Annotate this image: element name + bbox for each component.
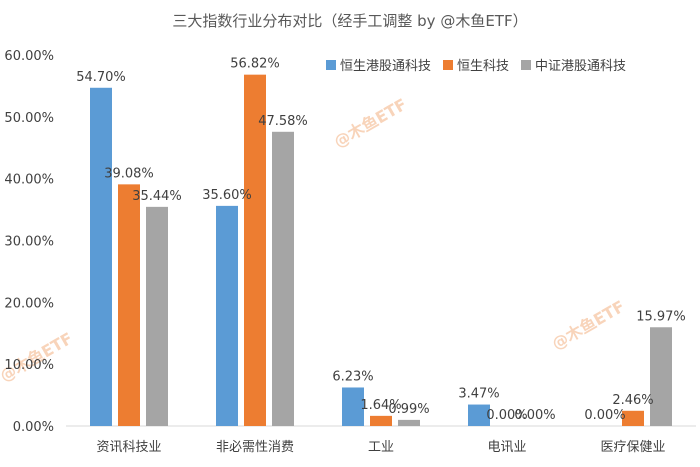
data-label: 0.00% [514, 408, 555, 423]
y-tick-label: 10.00% [4, 358, 54, 373]
y-axis: 0.00% 10.00% 20.00% 30.00% 40.00% 50.00% 60.00… [4, 49, 54, 435]
data-label: 3.47% [458, 387, 499, 402]
bar [342, 387, 364, 426]
x-category-label: 资讯科技业 [96, 440, 161, 455]
watermark-text: @木鱼ETF [0, 329, 76, 386]
bar [146, 206, 168, 426]
legend-label: 恒生港股通科技 [340, 59, 431, 74]
data-label: 0.99% [388, 402, 429, 417]
data-label: 2.46% [612, 393, 653, 408]
data-label: 54.70% [76, 70, 126, 85]
bar [622, 410, 644, 426]
data-label: 56.82% [230, 57, 280, 72]
legend-swatch [326, 60, 336, 70]
legend-swatch [443, 60, 453, 70]
data-label: 39.08% [104, 166, 154, 181]
legend-swatch [521, 60, 531, 70]
x-category-label: 非必需性消费 [216, 440, 294, 455]
bar [370, 415, 392, 426]
bar [118, 184, 140, 426]
data-label: 35.60% [202, 188, 252, 203]
y-tick-label: 60.00% [4, 49, 54, 64]
bar [398, 419, 420, 426]
x-category-label: 医疗保健业 [600, 440, 665, 455]
bar [216, 205, 238, 426]
data-label: 47.58% [258, 114, 308, 129]
legend-label: 恒生科技 [457, 59, 509, 74]
y-tick-label: 50.00% [4, 111, 54, 126]
y-tick-label: 30.00% [4, 235, 54, 250]
data-label: 15.97% [636, 309, 686, 324]
legend: 恒生港股通科技 恒生科技 中证港股通科技 [326, 59, 626, 74]
bar [468, 404, 490, 426]
data-label: 0.00% [486, 408, 527, 423]
x-category-label: 工业 [368, 440, 394, 455]
bar [650, 327, 672, 426]
bar [272, 131, 294, 426]
x-category-label: 电讯业 [487, 440, 526, 455]
y-tick-label: 40.00% [4, 173, 54, 188]
legend-label: 中证港股通科技 [535, 59, 626, 74]
bar [90, 87, 112, 426]
bar [244, 74, 266, 427]
bars [90, 74, 672, 427]
watermark-text: @木鱼ETF [549, 297, 628, 354]
y-tick-label: 20.00% [4, 296, 54, 311]
data-label: 1.64% [360, 398, 401, 413]
x-axis: 资讯科技业 非必需性消费 工业 电讯业 医疗保健业 [66, 425, 696, 455]
data-label: 6.23% [332, 369, 373, 384]
chart-title: 三大指数行业分布对比（经手工调整 by @木鱼ETF） [172, 12, 527, 30]
data-label: 35.44% [132, 189, 182, 204]
data-label: 0.00% [584, 408, 625, 423]
data-labels: 54.70% 35.60% 6.23% 3.47% 0.00% 39.08% 56.82% 1… [76, 57, 686, 423]
y-tick-label: 0.00% [13, 420, 54, 435]
watermark-text: @木鱼ETF [331, 95, 410, 152]
